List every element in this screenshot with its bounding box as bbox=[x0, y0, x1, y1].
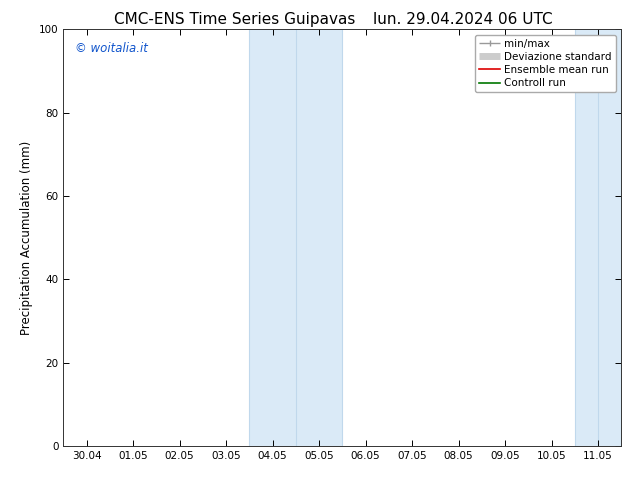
Bar bbox=[575, 29, 598, 446]
Text: CMC-ENS Time Series Guipavas: CMC-ENS Time Series Guipavas bbox=[114, 12, 355, 27]
Bar bbox=[249, 29, 296, 446]
Legend: min/max, Deviazione standard, Ensemble mean run, Controll run: min/max, Deviazione standard, Ensemble m… bbox=[476, 35, 616, 92]
Bar bbox=[296, 29, 342, 446]
Bar bbox=[598, 29, 621, 446]
Text: © woitalia.it: © woitalia.it bbox=[75, 42, 148, 55]
Y-axis label: Precipitation Accumulation (mm): Precipitation Accumulation (mm) bbox=[20, 141, 34, 335]
Text: lun. 29.04.2024 06 UTC: lun. 29.04.2024 06 UTC bbox=[373, 12, 553, 27]
